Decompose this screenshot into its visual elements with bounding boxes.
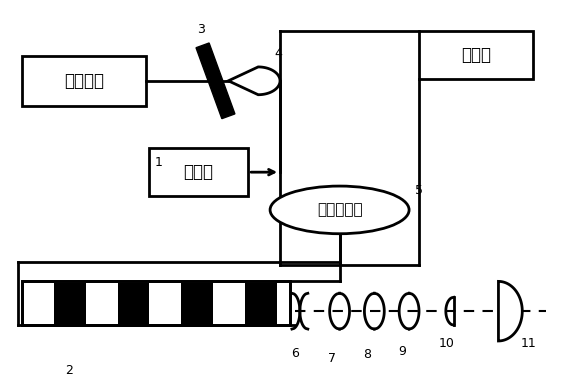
Ellipse shape: [270, 186, 409, 234]
Text: 泵浦激光: 泵浦激光: [64, 72, 104, 90]
Text: 9: 9: [398, 345, 406, 359]
Text: 1: 1: [155, 156, 163, 169]
Bar: [54, 283, 86, 324]
Text: 11: 11: [521, 337, 536, 350]
Text: 7: 7: [328, 352, 336, 365]
Text: 10: 10: [439, 337, 455, 350]
Text: 波分复用器: 波分复用器: [317, 203, 363, 217]
Text: 功率计: 功率计: [184, 163, 214, 181]
Bar: [22, 56, 146, 106]
Text: 信号光: 信号光: [461, 46, 491, 64]
Text: 5: 5: [415, 183, 423, 197]
Bar: [149, 148, 248, 196]
Bar: [22, 282, 290, 325]
Bar: [181, 283, 213, 324]
Bar: [118, 283, 149, 324]
Bar: [149, 283, 181, 324]
Bar: [419, 31, 533, 79]
Polygon shape: [228, 67, 280, 95]
Text: 8: 8: [363, 348, 371, 361]
Bar: [213, 283, 245, 324]
Bar: [245, 283, 276, 324]
Text: 6: 6: [291, 347, 299, 361]
Polygon shape: [196, 43, 235, 118]
Text: 3: 3: [197, 23, 205, 36]
Bar: [86, 283, 118, 324]
Text: 2: 2: [65, 364, 73, 377]
Polygon shape: [499, 282, 522, 341]
Bar: [22, 282, 290, 325]
Text: 4: 4: [274, 47, 282, 59]
